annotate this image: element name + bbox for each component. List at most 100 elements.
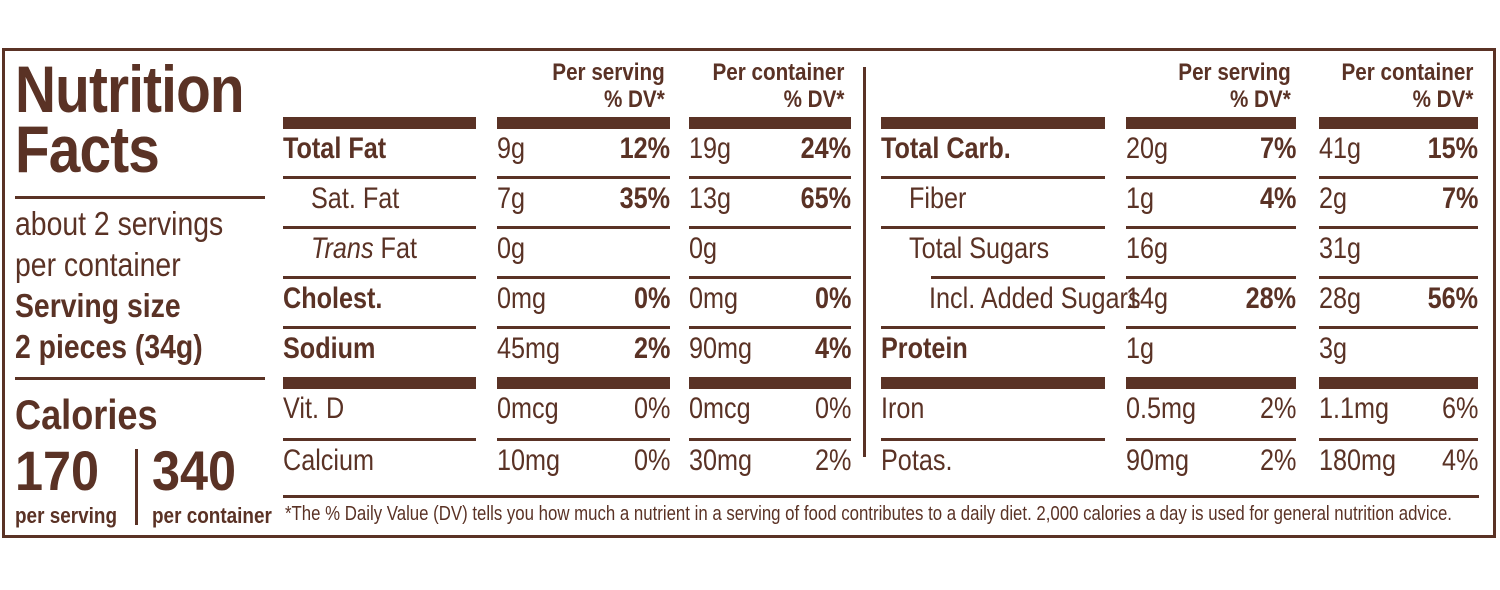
container-amount: 3g — [1319, 332, 1348, 365]
header-dv: % DV* — [1412, 86, 1473, 113]
row-rule — [1126, 176, 1296, 179]
serving-dv: 2% — [633, 332, 670, 365]
header-label: Per container — [1341, 59, 1473, 86]
serving-amount: 0g — [497, 232, 526, 265]
row-rule — [283, 276, 476, 279]
row-rule — [283, 176, 476, 179]
container-dv: 6% — [1441, 392, 1478, 425]
nutrient-name: Potas. — [881, 443, 952, 479]
serving-dv: 28% — [1245, 282, 1296, 315]
row-rule — [1126, 276, 1296, 279]
nutrient-name: Cholest. — [283, 281, 382, 317]
container-amount: 1.1mg — [1319, 392, 1390, 425]
container-amount: 90mg — [689, 332, 753, 365]
servings-line-1: about 2 servings — [15, 205, 224, 242]
nutrient-name-text: Fat — [373, 232, 417, 265]
container-dv: 24% — [800, 132, 851, 165]
row-rule — [881, 326, 1105, 329]
serving-dv: 2% — [1259, 444, 1296, 477]
container-dv: 15% — [1427, 132, 1478, 165]
nutrient-name-text: Cholest. — [283, 282, 383, 315]
row-rule — [881, 377, 1105, 389]
calories-per-serving: 170 — [15, 439, 100, 502]
header-dv: % DV* — [604, 86, 665, 113]
row-rule — [283, 377, 476, 389]
nutrient-name: Total Carb. — [881, 131, 1011, 167]
header-label: Per serving — [552, 59, 665, 86]
header-dv: % DV* — [783, 86, 844, 113]
header-label: Per container — [712, 59, 844, 86]
nutrient-name: Total Sugars — [909, 231, 1049, 267]
row-rule — [1126, 117, 1296, 129]
daily-value-footnote: *The % Daily Value (DV) tells you how mu… — [285, 503, 1452, 525]
nutrient-name-italic: Trans — [311, 232, 374, 265]
row-rule — [497, 117, 670, 129]
serving-dv: 0% — [633, 444, 670, 477]
row-rule — [1319, 326, 1478, 329]
row-rule — [689, 226, 851, 229]
nutrient-name-text: Incl. Added Sugars — [929, 282, 1141, 315]
serving-amount: 0.5mg — [1126, 392, 1197, 425]
nutrient-name-text: Sat. Fat — [311, 182, 400, 215]
serving-amount: 16g — [1126, 232, 1169, 265]
row-rule — [1126, 438, 1296, 441]
header-per-container-right: Per container % DV* — [1341, 59, 1473, 113]
serving-amount: 45mg — [497, 332, 561, 365]
nutrient-name: Sat. Fat — [311, 181, 399, 217]
row-rule — [283, 117, 476, 129]
serving-size-label: Serving size — [15, 287, 181, 324]
nutrient-name-text: Total Fat — [283, 132, 387, 165]
serving-dv: 0% — [633, 282, 670, 315]
nutrient-name-text: Sodium — [283, 332, 376, 365]
serving-amount: 7g — [497, 182, 526, 215]
nutrient-name-text: Potas. — [881, 444, 953, 477]
serving-amount: 0mg — [497, 282, 547, 315]
serving-amount: 1g — [1126, 332, 1155, 365]
serving-amount: 20g — [1126, 132, 1169, 165]
container-dv: 4% — [1441, 444, 1478, 477]
center-divider — [863, 67, 866, 457]
container-amount: 13g — [689, 182, 732, 215]
per-serving-caption: per serving — [15, 503, 118, 528]
footnote-divider — [283, 495, 1479, 498]
header-per-container-left: Per container % DV* — [712, 59, 844, 113]
row-rule — [497, 326, 670, 329]
serving-dv: 2% — [1259, 392, 1296, 425]
row-rule — [881, 117, 1105, 129]
divider — [15, 377, 265, 380]
row-rule — [931, 276, 1105, 279]
nutrient-name: Calcium — [283, 443, 374, 479]
row-rule — [689, 377, 851, 389]
container-amount: 30mg — [689, 444, 753, 477]
row-rule — [1319, 438, 1478, 441]
container-dv: 65% — [800, 182, 851, 215]
servings-line-2: per container — [15, 246, 181, 283]
row-rule — [689, 117, 851, 129]
serving-dv: 7% — [1259, 132, 1296, 165]
divider — [15, 196, 265, 199]
calories-label: Calories — [15, 391, 158, 438]
container-amount: 0mcg — [689, 392, 751, 425]
row-rule — [1126, 326, 1296, 329]
container-amount: 0mg — [689, 282, 739, 315]
row-rule — [1319, 226, 1478, 229]
header-dv: % DV* — [1230, 86, 1291, 113]
row-rule — [283, 326, 476, 329]
header-per-serving-left: Per serving % DV* — [553, 59, 665, 113]
nutrient-name: Total Fat — [283, 131, 386, 167]
nutrient-name: Protein — [881, 331, 968, 367]
serving-amount: 90mg — [1126, 444, 1190, 477]
row-rule — [689, 276, 851, 279]
calories-divider — [135, 449, 138, 525]
row-rule — [497, 226, 670, 229]
container-amount: 31g — [1319, 232, 1362, 265]
container-dv: 2% — [814, 444, 851, 477]
nutrition-facts-label: Nutrition Facts about 2 servings per con… — [2, 48, 1496, 538]
serving-dv: 12% — [619, 132, 670, 165]
container-amount: 28g — [1319, 282, 1362, 315]
nutrient-name-text: Vit. D — [283, 392, 345, 425]
row-rule — [283, 438, 476, 441]
row-rule — [689, 176, 851, 179]
row-rule — [881, 176, 1105, 179]
label-title: Nutrition Facts — [15, 56, 245, 182]
